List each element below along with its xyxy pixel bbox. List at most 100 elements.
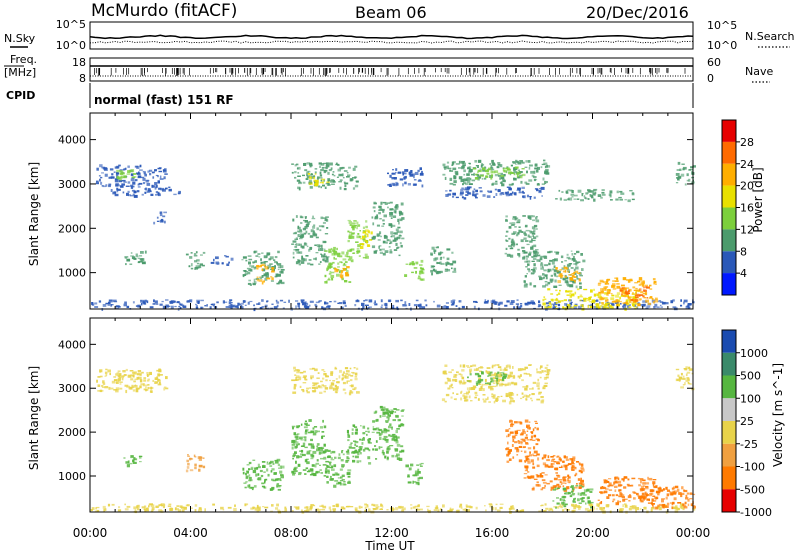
- velocity-patch: [441, 390, 545, 405]
- velocity-colorbar-swatch: [722, 421, 736, 444]
- power-colorbar-swatch: [722, 273, 736, 295]
- velocity-patch: [552, 484, 594, 509]
- velocity-patch: [442, 364, 551, 392]
- velocity-colorbar-swatch: [722, 489, 736, 513]
- power-patch: [95, 164, 168, 189]
- power-patch: [619, 286, 650, 302]
- power-patch: [291, 215, 330, 266]
- velocity-colorbar-tick-label: 500: [740, 370, 761, 383]
- xtick-label: 16:00: [475, 526, 510, 540]
- velocity-patch: [242, 458, 285, 491]
- velocity-patch: [371, 405, 405, 461]
- velocity-colorbar-tick-label: -100: [740, 461, 765, 474]
- power-patch: [116, 169, 137, 181]
- freq-tick-bottom: 8: [79, 72, 86, 85]
- power-patch: [404, 259, 425, 281]
- velocity-colorbar-swatch: [722, 375, 736, 399]
- power-patch: [241, 250, 285, 286]
- nave-tick-bottom: 0: [707, 72, 714, 85]
- cpid-panel: CPID normal (fast) 151 RF: [6, 83, 694, 108]
- power-colorbar-swatch: [722, 141, 736, 164]
- velocity-ytick-label: 2000: [58, 426, 86, 439]
- freq-label: Freq.: [10, 53, 37, 66]
- power-colorbar-tick-label: 8: [740, 245, 747, 258]
- power-colorbar-tick-label: 24: [740, 158, 754, 171]
- velocity-colorbar-tick-label: 100: [740, 392, 761, 405]
- power-colorbar-swatch: [722, 251, 736, 274]
- velocity-colorbar-swatch: [722, 466, 736, 490]
- power-ytick-label: 2000: [58, 222, 86, 235]
- velocity-colorbar-swatch: [722, 443, 736, 467]
- power-colorbar-swatch: [722, 229, 736, 252]
- velocity-patch: [505, 419, 540, 463]
- date-title: 20/Dec/2016: [586, 3, 689, 22]
- noise-left-tick-bottom: 10^0: [56, 39, 86, 52]
- nsky-label: N.Sky: [4, 32, 36, 45]
- power-patch: [555, 266, 581, 284]
- freq-units-label: [MHz]: [4, 66, 36, 79]
- velocity-panel: 1000 2000 3000 4000 Slant Range [km]: [27, 317, 696, 514]
- velocity-colorbar-tick-label: -25: [740, 438, 758, 451]
- power-colorbar-tick-label: 16: [740, 202, 754, 215]
- xtick-label: 20:00: [575, 526, 610, 540]
- velocity-patch: [325, 449, 352, 488]
- power-ytick-label: 1000: [58, 267, 86, 280]
- noise-left-tick-top: 10^5: [56, 18, 86, 31]
- power-ytick-label: 4000: [58, 134, 86, 147]
- velocity-patch: [405, 462, 424, 486]
- nsky-trace: [89, 34, 694, 40]
- power-patch: [210, 255, 234, 266]
- power-patch: [291, 162, 359, 191]
- velocity-colorbar-label: Velocity [m s^-1]: [771, 363, 785, 467]
- nsearch-trace: [89, 40, 694, 44]
- power-patch: [371, 201, 405, 257]
- velocity-patch: [291, 419, 329, 478]
- power-colorbar-label: Power [dB]: [751, 167, 765, 232]
- velocity-ytick-label: 3000: [58, 382, 86, 395]
- power-colorbar-swatch: [722, 207, 736, 230]
- velocity-colorbar-swatch: [722, 352, 736, 376]
- velocity-patch: [291, 366, 360, 396]
- power-patch: [522, 250, 586, 289]
- power-patch: [504, 215, 540, 260]
- cpid-mode-text: normal (fast) 151 RF: [94, 93, 234, 107]
- power-patch: [110, 186, 181, 198]
- xlabel: Time UT: [364, 539, 415, 553]
- station-title: McMurdo (fitACF): [91, 1, 237, 21]
- velocity-ylabel: Slant Range [km]: [27, 366, 41, 470]
- velocity-patch: [185, 454, 206, 473]
- power-patch: [472, 166, 526, 180]
- power-ytick-label: 3000: [58, 178, 86, 191]
- power-colorbar-tick-label: 20: [740, 180, 754, 193]
- power-patch: [124, 250, 147, 266]
- xtick-label: 08:00: [274, 526, 309, 540]
- velocity-colorbar-tick-label: 25: [740, 415, 754, 428]
- xtick-label: 00:00: [73, 526, 108, 540]
- power-patch: [334, 266, 350, 279]
- freq-panel: Freq. [MHz] 18 8 60 0 Nave: [4, 53, 773, 85]
- power-patch: [430, 246, 457, 276]
- velocity-patch: [466, 371, 508, 386]
- cpid-label: CPID: [6, 89, 35, 102]
- velocity-colorbar-tick-label: -1000: [740, 506, 772, 519]
- power-colorbar-tick-label: 12: [740, 223, 754, 236]
- nave-label: Nave: [745, 65, 773, 78]
- noise-right-tick-bottom: 10^0: [707, 39, 737, 52]
- power-patch: [256, 263, 275, 285]
- velocity-patch: [115, 373, 142, 383]
- noise-right-tick-top: 10^5: [707, 19, 737, 32]
- xtick-label: 12:00: [374, 526, 409, 540]
- velocity-axes-frame: [89, 317, 694, 513]
- velocity-patch: [123, 455, 143, 468]
- power-colorbar-swatch: [722, 185, 736, 208]
- power-patch: [185, 251, 206, 270]
- power-colorbar-swatch: [722, 120, 736, 142]
- power-patch: [324, 246, 352, 284]
- velocity-ytick-label: 4000: [58, 338, 86, 351]
- power-patch: [387, 167, 424, 188]
- velocity-colorbar-tick-label: 1000: [740, 347, 768, 360]
- power-colorbar-swatch: [722, 163, 736, 186]
- power-colorbar: 28 24 20 16 12 8 4: [721, 119, 754, 296]
- beam-title: Beam 06: [355, 3, 427, 22]
